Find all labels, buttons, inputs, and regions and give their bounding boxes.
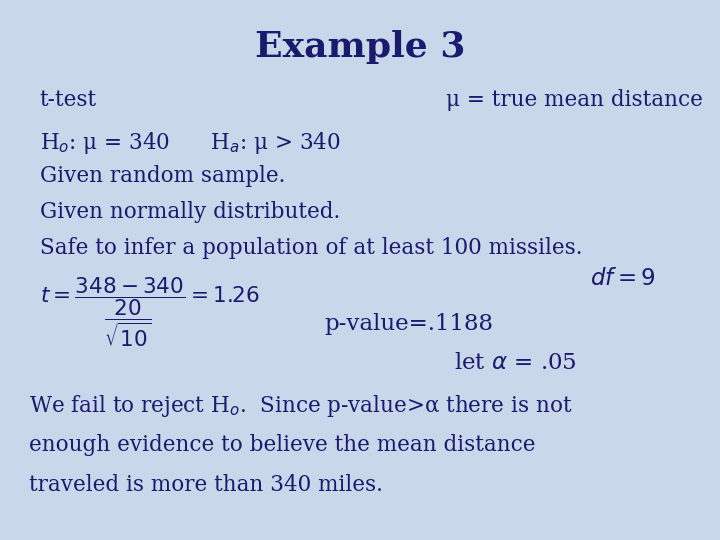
Text: traveled is more than 340 miles.: traveled is more than 340 miles. — [29, 474, 382, 496]
Text: let $\alpha$ = .05: let $\alpha$ = .05 — [454, 352, 577, 374]
Text: Example 3: Example 3 — [255, 30, 465, 64]
Text: Safe to infer a population of at least 100 missiles.: Safe to infer a population of at least 1… — [40, 237, 582, 259]
Text: H$_o$: μ = 340      H$_a$: μ > 340: H$_o$: μ = 340 H$_a$: μ > 340 — [40, 130, 341, 156]
Text: μ = true mean distance: μ = true mean distance — [446, 89, 703, 111]
Text: Given random sample.: Given random sample. — [40, 165, 285, 187]
Text: p-value=.1188: p-value=.1188 — [324, 313, 493, 335]
Text: We fail to reject H$_o$.  Since p-value>α there is not: We fail to reject H$_o$. Since p-value>α… — [29, 393, 572, 419]
Text: enough evidence to believe the mean distance: enough evidence to believe the mean dist… — [29, 434, 535, 456]
Text: Given normally distributed.: Given normally distributed. — [40, 201, 340, 223]
Text: $df = 9$: $df = 9$ — [590, 267, 656, 291]
Text: t-test: t-test — [40, 89, 96, 111]
Text: $t = \dfrac{348-340}{\dfrac{20}{\sqrt{10}}} = 1.26$: $t = \dfrac{348-340}{\dfrac{20}{\sqrt{10… — [40, 275, 259, 349]
